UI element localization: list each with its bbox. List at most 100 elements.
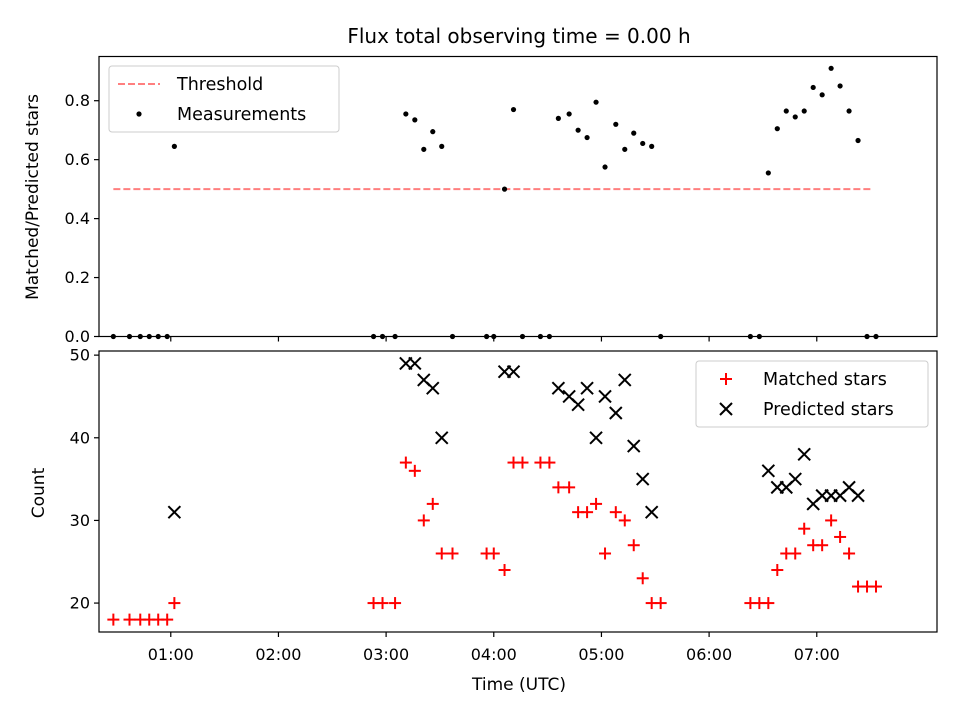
measurement-point (171, 143, 177, 149)
predicted-stars-point (408, 356, 422, 371)
measurement-point (510, 106, 517, 113)
y-tick-label: 30 (70, 511, 90, 530)
predicted-stars-point (761, 464, 776, 478)
bottom-x-axis: 01:00 02:00 03:00 04:00 05:00 06:00 07:00 (148, 632, 840, 664)
predicted-stars-point (571, 398, 585, 412)
measurement-point (792, 114, 798, 120)
matched-stars-point (552, 481, 565, 494)
measurement-point (810, 84, 816, 91)
matched-stars-point (168, 597, 181, 610)
matched-stars-point (825, 514, 838, 527)
measurement-point (110, 333, 116, 340)
measurement-point (622, 146, 628, 152)
measurement-point (819, 92, 825, 98)
matched-stars-point (107, 613, 120, 626)
measurement-point (765, 170, 771, 176)
matched-stars-point (498, 564, 511, 577)
matched-stars-point (816, 539, 829, 552)
top-plot-area (110, 65, 879, 340)
measurement-point (137, 333, 143, 340)
predicted-stars-point (580, 381, 594, 395)
matched-stars-point (762, 597, 775, 610)
measurement-point (412, 117, 418, 123)
bottom-plot-area (107, 356, 882, 626)
matched-stars-point (408, 464, 421, 477)
matched-stars-point (654, 597, 667, 610)
measurement-point (846, 108, 852, 114)
measurement-point (855, 137, 861, 144)
measurement-point (537, 333, 544, 340)
y-tick-label: 0.0 (65, 327, 90, 346)
matched-stars-point (376, 597, 389, 610)
matched-stars-point (627, 539, 640, 552)
measurement-point (439, 143, 445, 149)
predicted-stars-point (627, 439, 641, 453)
legend-predicted-label: Predicted stars (763, 400, 894, 420)
predicted-stars-point (598, 389, 612, 404)
predicted-stars-point (551, 381, 566, 395)
matched-stars-point (426, 497, 439, 510)
measurement-point (774, 126, 780, 132)
matched-stars-point (798, 522, 811, 535)
x-tick-label: 04:00 (471, 645, 517, 664)
matched-stars-point (417, 514, 430, 527)
matched-stars-point (435, 547, 448, 560)
x-tick-label: 01:00 (148, 645, 194, 664)
measurement-point (449, 333, 456, 340)
measurement-point (584, 134, 590, 141)
predicted-stars-point (609, 406, 623, 420)
measurement-point (164, 333, 170, 340)
predicted-stars-point (426, 381, 440, 395)
predicted-stars-point (618, 373, 632, 387)
measurement-point (640, 140, 646, 147)
top-panel: 0.00.20.40.60.8 Matched/Predicted stars … (23, 55, 938, 346)
predicted-stars-point (506, 364, 521, 379)
measurement-point (430, 129, 436, 135)
legend-matched-swatch (720, 373, 732, 385)
measurement-point (783, 108, 789, 114)
measurement-point (483, 333, 490, 340)
predicted-stars-point (644, 505, 659, 519)
measurement-point (593, 99, 599, 105)
measurement-point (155, 333, 161, 340)
predicted-stars-point (435, 431, 449, 445)
bottom-y-axis-label: Count (29, 467, 49, 518)
matched-stars-point (516, 456, 529, 469)
x-tick-label: 06:00 (686, 645, 732, 664)
matched-stars-point (161, 613, 174, 626)
top-y-axis: 0.0 0.2 0.4 0.6 0.8 (65, 91, 99, 346)
measurement-point (658, 333, 664, 340)
measurement-point (403, 111, 409, 117)
top-legend: Threshold Measurements (108, 65, 340, 133)
matched-stars-point (563, 481, 576, 494)
measurement-point (555, 115, 561, 121)
measurement-point (392, 333, 398, 340)
matched-stars-point (590, 497, 603, 510)
bottom-legend: Matched stars Predicted stars (695, 360, 929, 428)
y-tick-label: 0.4 (65, 209, 90, 228)
matched-stars-point (636, 572, 649, 585)
matched-stars-point (618, 514, 631, 527)
top-legend-box (108, 65, 340, 133)
y-tick-label: 20 (70, 594, 90, 613)
matched-stars-point (771, 564, 784, 577)
bottom-legend-box (695, 360, 929, 428)
y-tick-label: 0.2 (65, 268, 90, 287)
measurement-point (602, 164, 608, 170)
matched-stars-point (446, 547, 459, 560)
bottom-x-axis-label: Time (UTC) (471, 675, 566, 695)
matched-stars-point (834, 530, 847, 543)
bottom-axes-frame (98, 350, 938, 633)
chart-title: Flux total observing time = 0.00 h (347, 24, 690, 48)
matched-stars-point (869, 580, 882, 593)
matched-stars-point (599, 547, 612, 560)
matched-stars-point (609, 506, 622, 519)
measurement-point (747, 333, 753, 340)
x-tick-label: 05:00 (578, 645, 624, 664)
legend-measurements-label: Measurements (177, 105, 306, 125)
matched-stars-point (581, 506, 594, 519)
measurement-point (575, 127, 581, 133)
measurement-point (501, 186, 508, 192)
